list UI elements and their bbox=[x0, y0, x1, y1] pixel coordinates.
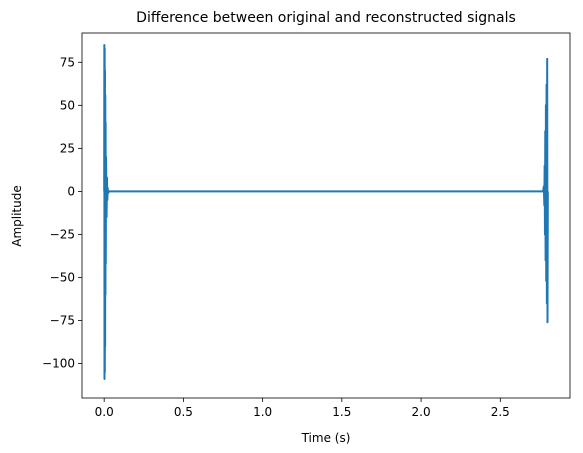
x-axis-label: Time (s) bbox=[301, 431, 351, 445]
x-tick-label: 0.0 bbox=[95, 405, 114, 419]
x-tick-label: 0.5 bbox=[174, 405, 193, 419]
chart-title: Difference between original and reconstr… bbox=[136, 10, 516, 26]
x-tick-label: 2.5 bbox=[491, 405, 510, 419]
axes-frame bbox=[81, 32, 571, 399]
y-axis: −100 −75 −50 −25 0 25 50 75 bbox=[42, 55, 82, 371]
x-axis: 0.0 0.5 1.0 1.5 2.0 2.5 bbox=[95, 398, 510, 419]
y-tick-label: 50 bbox=[60, 98, 75, 112]
y-tick-label: −50 bbox=[50, 270, 75, 284]
x-tick-label: 1.5 bbox=[332, 405, 351, 419]
x-tick-label: 1.0 bbox=[253, 405, 272, 419]
y-tick-label: −25 bbox=[50, 227, 75, 241]
series-line bbox=[103, 44, 549, 381]
y-tick-label: 25 bbox=[60, 141, 75, 155]
plot-area bbox=[103, 44, 549, 381]
y-tick-label: −100 bbox=[42, 357, 75, 371]
y-axis-label: Amplitude bbox=[10, 185, 24, 247]
y-tick-label: 75 bbox=[60, 55, 75, 69]
y-tick-label: 0 bbox=[67, 184, 75, 198]
y-tick-label: −75 bbox=[50, 314, 75, 328]
x-tick-label: 2.0 bbox=[412, 405, 431, 419]
